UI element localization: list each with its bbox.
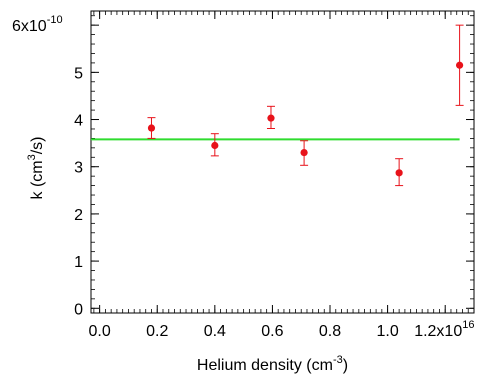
y-tick-label: 3 xyxy=(74,160,83,177)
data-point xyxy=(395,169,403,177)
tick-labels: 0.0 0.2 0.4 0.6 0.8 1.0 0 1 2 3 4 5 xyxy=(74,65,399,340)
data-points xyxy=(147,61,464,177)
y-tick-label: 5 xyxy=(74,65,83,82)
plot-frame xyxy=(90,10,475,314)
plot-border xyxy=(90,10,475,314)
x-axis-title: Helium density (cm-3) xyxy=(197,354,348,374)
data-point xyxy=(147,124,156,132)
error-bars xyxy=(147,24,464,187)
y-tick-label: 0 xyxy=(74,301,83,318)
x-tick-label: 0.2 xyxy=(146,323,168,340)
y-axis-multiplier: 6x10-10 xyxy=(12,14,63,35)
y-tick-label: 4 xyxy=(74,113,83,130)
data-point xyxy=(456,61,464,69)
data-point xyxy=(267,114,275,122)
y-tick-label: 2 xyxy=(74,207,83,224)
data-point xyxy=(211,141,219,150)
x-tick-label: 0.0 xyxy=(89,323,111,340)
x-tick-label: 0.4 xyxy=(204,323,226,340)
y-axis-title: k (cm3/s) xyxy=(26,136,46,199)
x-tick-label: 0.6 xyxy=(261,323,283,340)
minor-ticks xyxy=(91,11,475,313)
major-ticks xyxy=(91,11,474,313)
x-tick-label: 0.8 xyxy=(319,323,341,340)
x-axis-multiplier: 1.2x1016 xyxy=(414,319,474,340)
x-tick-label: 1.0 xyxy=(376,323,398,340)
y-tick-label: 1 xyxy=(74,254,83,271)
data-point xyxy=(300,148,308,157)
